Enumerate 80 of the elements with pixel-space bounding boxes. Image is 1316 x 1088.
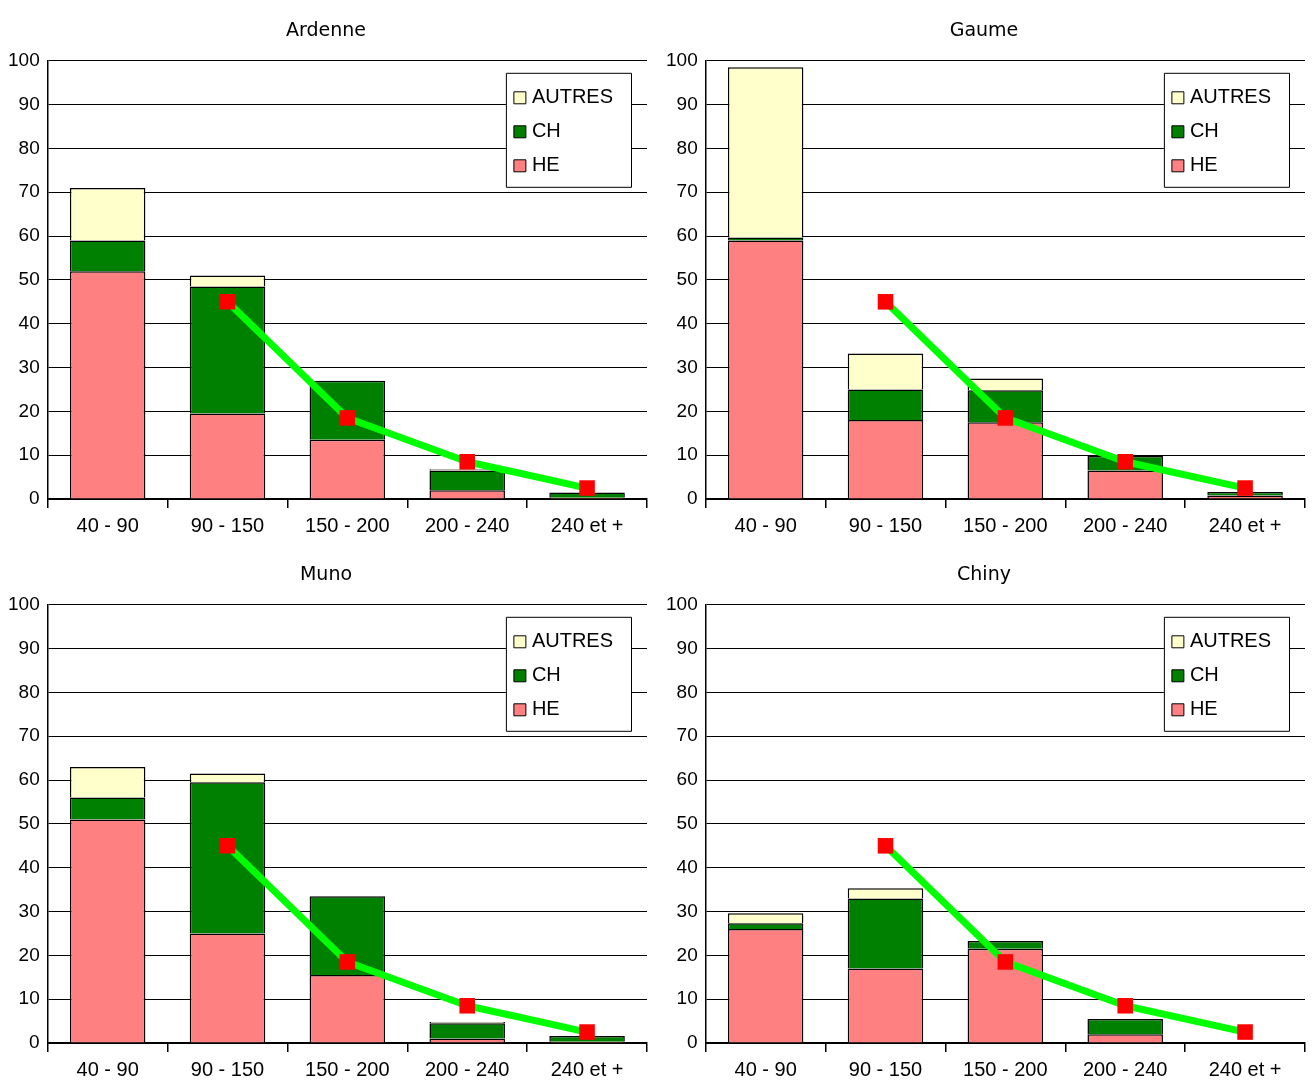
y-tick-label: 50 <box>676 812 698 834</box>
legend-label: HE <box>1189 153 1218 176</box>
y-tick-label: 0 <box>29 1031 40 1053</box>
legend-label: CH <box>1189 119 1219 142</box>
x-tick-label: 40 - 90 <box>734 513 797 536</box>
y-tick-label: 60 <box>18 768 40 790</box>
y-tick-label: 90 <box>676 92 698 114</box>
y-tick-label: 70 <box>18 180 40 202</box>
y-tick-label: 30 <box>676 899 698 921</box>
y-tick-label: 70 <box>676 180 698 202</box>
y-tick-label: 60 <box>676 224 698 246</box>
x-tick-label: 150 - 200 <box>963 513 1048 536</box>
x-tick-label: 90 - 150 <box>848 513 923 536</box>
legend-label: HE <box>531 153 560 176</box>
x-tick-label: 90 - 150 <box>190 1057 265 1080</box>
y-tick-label: 40 <box>676 855 698 877</box>
y-tick-label: 90 <box>676 636 698 658</box>
y-tick-label: 40 <box>18 311 40 333</box>
chart-title: Gaume <box>949 18 1019 41</box>
legend-label: CH <box>1189 663 1219 686</box>
y-tick-label: 20 <box>18 399 40 421</box>
x-tick-label: 240 et + <box>1208 513 1282 536</box>
y-tick-label: 20 <box>676 399 698 421</box>
x-tick-label: 150 - 200 <box>963 1057 1048 1080</box>
x-tick-label: 150 - 200 <box>305 1057 390 1080</box>
y-tick-label: 20 <box>18 943 40 965</box>
y-tick-label: 90 <box>18 92 40 114</box>
x-tick-label: 40 - 90 <box>734 1057 797 1080</box>
x-tick-label: 40 - 90 <box>76 1057 139 1080</box>
legend-label: HE <box>1189 697 1218 720</box>
chart-title: Chiny <box>957 562 1011 585</box>
y-tick-label: 30 <box>676 355 698 377</box>
y-tick-label: 80 <box>18 680 40 702</box>
x-tick-label: 200 - 240 <box>424 513 510 536</box>
y-tick-label: 80 <box>18 136 40 158</box>
y-tick-label: 10 <box>676 443 698 465</box>
x-tick-label: 240 et + <box>550 513 624 536</box>
legend-label: CH <box>531 663 561 686</box>
y-tick-label: 90 <box>18 636 40 658</box>
y-tick-label: 100 <box>8 593 40 615</box>
y-tick-label: 100 <box>666 593 698 615</box>
legend-label: CH <box>531 119 561 142</box>
y-tick-label: 60 <box>676 768 698 790</box>
y-tick-label: 70 <box>676 724 698 746</box>
x-tick-label: 240 et + <box>550 1057 624 1080</box>
x-tick-label: 90 - 150 <box>190 513 265 536</box>
y-tick-label: 80 <box>676 136 698 158</box>
legend-label: AUTRES <box>1189 85 1271 108</box>
x-tick-label: 150 - 200 <box>305 513 390 536</box>
y-tick-label: 30 <box>18 355 40 377</box>
y-tick-label: 50 <box>18 812 40 834</box>
x-tick-label: 40 - 90 <box>76 513 139 536</box>
y-tick-label: 100 <box>8 49 40 71</box>
y-tick-label: 80 <box>676 680 698 702</box>
y-tick-label: 60 <box>18 224 40 246</box>
x-tick-label: 200 - 240 <box>1082 513 1168 536</box>
x-tick-label: 90 - 150 <box>848 1057 923 1080</box>
y-tick-label: 40 <box>18 855 40 877</box>
y-tick-label: 10 <box>18 443 40 465</box>
y-tick-label: 100 <box>666 49 698 71</box>
legend-label: AUTRES <box>531 629 613 652</box>
x-tick-label: 240 et + <box>1208 1057 1282 1080</box>
y-tick-label: 10 <box>676 987 698 1009</box>
legend-label: AUTRES <box>531 85 613 108</box>
legend-label: HE <box>531 697 560 720</box>
legend-label: AUTRES <box>1189 629 1271 652</box>
y-tick-label: 50 <box>18 268 40 290</box>
x-tick-label: 200 - 240 <box>424 1057 510 1080</box>
y-tick-label: 70 <box>18 724 40 746</box>
y-tick-label: 0 <box>687 1031 698 1053</box>
y-tick-label: 0 <box>687 487 698 509</box>
y-tick-label: 10 <box>18 987 40 1009</box>
y-tick-label: 20 <box>676 943 698 965</box>
x-tick-label: 200 - 240 <box>1082 1057 1168 1080</box>
y-tick-label: 40 <box>676 311 698 333</box>
y-tick-label: 0 <box>29 487 40 509</box>
chart-title: Muno <box>299 562 353 585</box>
y-tick-label: 50 <box>676 268 698 290</box>
y-tick-label: 30 <box>18 899 40 921</box>
chart-title: Ardenne <box>286 18 366 41</box>
